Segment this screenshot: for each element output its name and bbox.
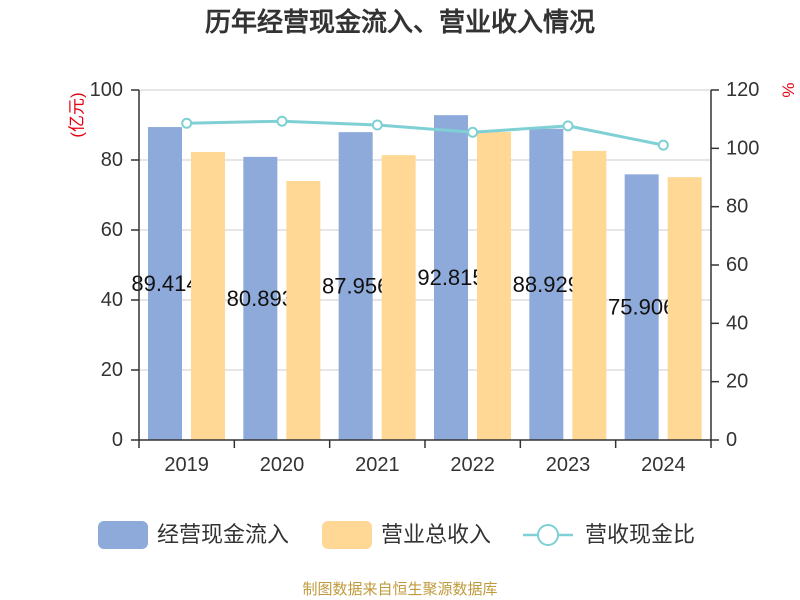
right-axis-tick-label: 40 — [726, 312, 748, 334]
legend-item-cash-inflow[interactable]: 经营现金流入 — [98, 519, 289, 551]
x-axis-tick-label: 2019 — [164, 454, 209, 476]
legend-swatch-revenue — [322, 521, 372, 549]
legend-item-ratio[interactable]: 营收现金比 — [523, 519, 695, 551]
revenue-bars — [191, 132, 702, 440]
right-axis-tick-label: 0 — [726, 429, 737, 451]
chart-legend: 经营现金流入 营业总收入 营收现金比 — [0, 519, 800, 551]
left-axis-tick-label: 60 — [101, 219, 123, 241]
right-axis-tick-label: 20 — [726, 371, 748, 393]
ratio-line-series — [181, 115, 669, 151]
legend-marker-icon — [537, 524, 559, 546]
ratio-point — [467, 126, 479, 138]
ratio-point — [562, 120, 574, 132]
data-label-cash-inflow: 87.956 — [322, 274, 389, 299]
bar-revenue — [381, 155, 416, 440]
data-label-cash-inflow: 88.929 — [513, 272, 580, 297]
source-note: 制图数据来自恒生聚源数据库 — [302, 581, 498, 598]
bar-revenue — [667, 177, 702, 440]
left-axis-tick-label: 100 — [90, 79, 123, 101]
right-axis-tick-label: 80 — [726, 196, 748, 218]
x-axis-tick-label: 2024 — [641, 454, 686, 476]
x-axis-tick-label: 2020 — [260, 454, 305, 476]
legend-label-revenue: 营业总收入 — [381, 522, 492, 547]
bar-cash-inflow — [243, 156, 278, 440]
bar-revenue — [572, 150, 607, 440]
cash-inflow-data-labels: 89.414 80.893 87.956 92.815 88.929 75.906 — [131, 265, 675, 320]
data-label-cash-inflow: 92.815 — [417, 265, 484, 290]
right-axis-tick-label: 60 — [726, 254, 748, 276]
left-axis-title: (亿元) — [68, 92, 87, 137]
left-axis-tick-label: 20 — [101, 359, 123, 381]
data-label-cash-inflow: 89.414 — [131, 271, 198, 296]
bar-cash-inflow — [148, 127, 182, 441]
left-axis-tick-label: 0 — [112, 429, 123, 451]
ratio-line — [186, 119, 664, 147]
x-axis-tick-label: 2021 — [355, 454, 400, 476]
left-axis-tick-label: 40 — [101, 289, 123, 311]
right-axis-tick-label: 100 — [726, 137, 759, 159]
legend-label-ratio: 营收现金比 — [585, 522, 696, 547]
tick-labels: 0 20 40 60 80 100 0 20 40 60 80 100 120 2019 2020 2021 2… — [90, 79, 760, 476]
right-axis-tick-label: 120 — [726, 79, 759, 101]
right-axis-title: % — [779, 82, 798, 97]
axes — [131, 89, 719, 448]
gridlines — [139, 89, 711, 371]
legend-swatch-cash-inflow — [98, 521, 148, 549]
bar-cash-inflow — [624, 174, 659, 441]
legend-swatch-ratio — [523, 524, 573, 546]
ratio-point — [657, 139, 669, 151]
legend-item-revenue[interactable]: 营业总收入 — [322, 519, 491, 551]
legend-label-cash-inflow: 经营现金流入 — [157, 522, 290, 547]
bar-cash-inflow — [529, 128, 564, 440]
x-axis-tick-label: 2023 — [546, 454, 591, 476]
chart-title: 历年经营现金流入、营业收入情况 — [204, 7, 595, 37]
bar-revenue — [286, 181, 321, 440]
bar-cash-inflow — [434, 115, 468, 441]
left-axis-tick-label: 80 — [101, 149, 123, 171]
bar-revenue — [477, 132, 511, 440]
data-label-cash-inflow: 75.906 — [608, 295, 675, 320]
x-axis-tick-label: 2022 — [450, 454, 495, 476]
ratio-point — [276, 115, 288, 127]
bar-revenue — [191, 151, 225, 440]
ratio-point — [181, 117, 193, 129]
cash-inflow-bars — [148, 115, 659, 441]
ratio-point — [371, 119, 383, 131]
bar-cash-inflow — [338, 132, 373, 441]
data-label-cash-inflow: 80.893 — [227, 286, 294, 311]
